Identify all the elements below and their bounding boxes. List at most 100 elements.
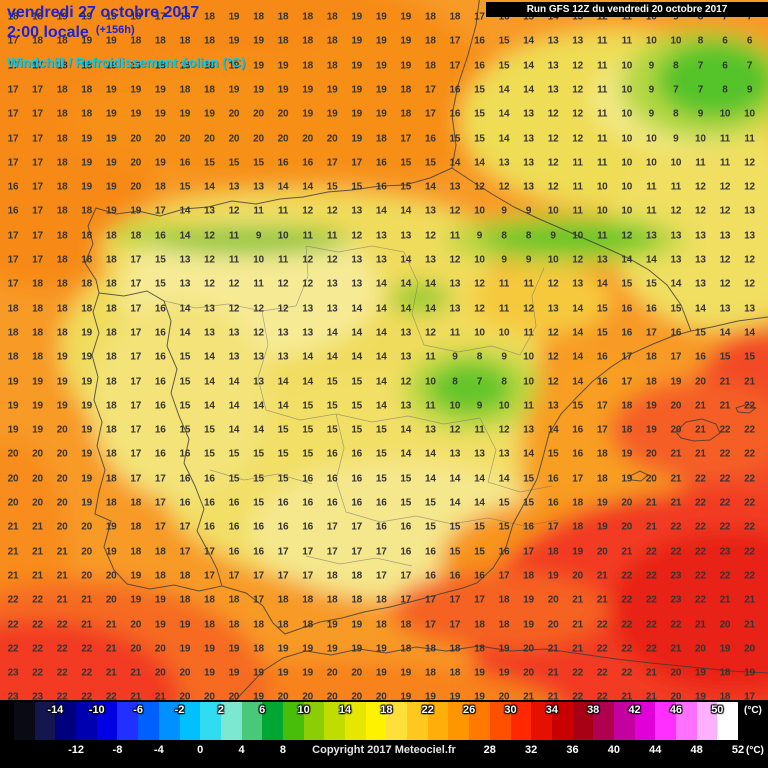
grid-value: 20 — [670, 667, 682, 679]
grid-value: 14 — [375, 278, 387, 290]
grid-value: 11 — [597, 35, 608, 47]
grid-value: 13 — [400, 351, 412, 363]
grid-value: 19 — [204, 108, 215, 120]
grid-value: 21 — [130, 691, 142, 703]
grid-value: 11 — [253, 278, 264, 290]
grid-value: 16 — [7, 181, 19, 193]
grid-value: 18 — [253, 619, 264, 630]
grid-value: 22 — [596, 619, 608, 630]
grid-value: 13 — [375, 254, 387, 266]
grid-value: 16 — [326, 473, 338, 485]
grid-value: 19 — [302, 643, 313, 655]
grid-value: 14 — [228, 400, 240, 412]
grid-value: 21 — [645, 497, 657, 509]
grid-value: 17 — [351, 546, 363, 558]
grid-value: 18 — [105, 473, 117, 485]
grid-value: 15 — [228, 157, 240, 169]
grid-value: 12 — [400, 376, 412, 387]
grid-value: 18 — [105, 303, 117, 315]
grid-value: 18 — [326, 11, 338, 23]
grid-value: 14 — [326, 351, 338, 363]
grid-value: 19 — [105, 205, 117, 217]
grid-value: 15 — [351, 376, 363, 387]
grid-value: 14 — [351, 351, 363, 363]
grid-value: 16 — [449, 570, 461, 582]
grid-value: 19 — [744, 667, 755, 679]
grid-value: 19 — [351, 84, 363, 96]
grid-value: 18 — [56, 181, 68, 193]
grid-value: 22 — [670, 619, 682, 630]
grid-value: 18 — [130, 546, 142, 558]
grid-value: 14 — [253, 400, 264, 412]
grid-value: 18 — [326, 594, 338, 606]
grid-value: 14 — [204, 181, 215, 193]
grid-value: 21 — [105, 643, 117, 655]
scale-segment — [365, 702, 387, 740]
grid-value: 12 — [498, 424, 510, 436]
grid-value: 19 — [302, 667, 313, 679]
grid-value: 19 — [154, 619, 166, 630]
scale-segment — [158, 702, 180, 740]
grid-value: 20 — [32, 448, 43, 460]
grid-value: 13 — [572, 11, 584, 23]
grid-value: 7 — [697, 60, 704, 72]
grid-value: 20 — [32, 473, 43, 485]
grid-value: 19 — [375, 35, 387, 47]
grid-value: 14 — [547, 424, 559, 436]
grid-value: 11 — [646, 205, 657, 217]
grid-value: 12 — [744, 157, 755, 169]
grid-value: 8 — [673, 60, 679, 72]
grid-value: 12 — [719, 205, 731, 217]
grid-value: 20 — [277, 108, 289, 120]
border-pyrenees — [451, 167, 692, 332]
grid-value: 12 — [523, 303, 534, 315]
grid-value: 14 — [424, 303, 436, 315]
grid-value: 14 — [572, 376, 584, 387]
coastline-iberia — [84, 0, 768, 635]
grid-value: 12 — [302, 254, 313, 266]
grid-value: 18 — [302, 60, 313, 72]
grid-value: 13 — [253, 351, 264, 363]
scale-segment — [14, 702, 35, 740]
grid-value: 10 — [645, 133, 657, 144]
grid-value: 18 — [56, 254, 68, 266]
grid-value: 10 — [523, 376, 534, 387]
grid-value: 14 — [547, 11, 559, 23]
grid-value: 19 — [400, 691, 412, 703]
grid-value: 12 — [547, 181, 559, 193]
grid-value: 19 — [547, 570, 559, 582]
grid-value: 15 — [277, 448, 289, 460]
grid-value: 12 — [277, 303, 289, 315]
scale-segment — [469, 702, 490, 740]
grid-value: 19 — [253, 60, 264, 72]
grid-value: 14 — [179, 327, 191, 339]
grid-value: 17 — [130, 351, 142, 363]
grid-value: 11 — [277, 205, 289, 217]
grid-value: 20 — [645, 473, 657, 485]
grid-value: 21 — [523, 691, 534, 703]
grid-value: 17 — [130, 376, 142, 387]
grid-value: 16 — [277, 521, 289, 533]
grid-value: 7 — [697, 84, 704, 96]
grid-value: 13 — [253, 181, 264, 193]
grid-value: 20 — [253, 108, 264, 120]
grid-value: 20 — [277, 691, 289, 703]
grid-value: 18 — [56, 230, 68, 242]
grid-value: 17 — [523, 546, 534, 558]
grid-value: 19 — [351, 60, 363, 72]
grid-value: 14 — [375, 376, 387, 387]
grid-value: 18 — [81, 278, 93, 290]
scale-tick: 28 — [483, 744, 496, 756]
scale-tick: 40 — [607, 744, 620, 756]
grid-value: 9 — [525, 254, 532, 266]
grid-value: 12 — [547, 108, 559, 120]
grid-value: 17 — [204, 570, 215, 582]
grid-value: 19 — [351, 643, 363, 655]
grid-value: 16 — [302, 497, 313, 509]
grid-value: 18 — [277, 619, 289, 630]
grid-value: 21 — [130, 667, 142, 679]
grid-value: 13 — [670, 254, 682, 266]
grid-value: 20 — [56, 424, 68, 436]
grid-value: 21 — [81, 594, 93, 606]
grid-value: 18 — [105, 278, 117, 290]
